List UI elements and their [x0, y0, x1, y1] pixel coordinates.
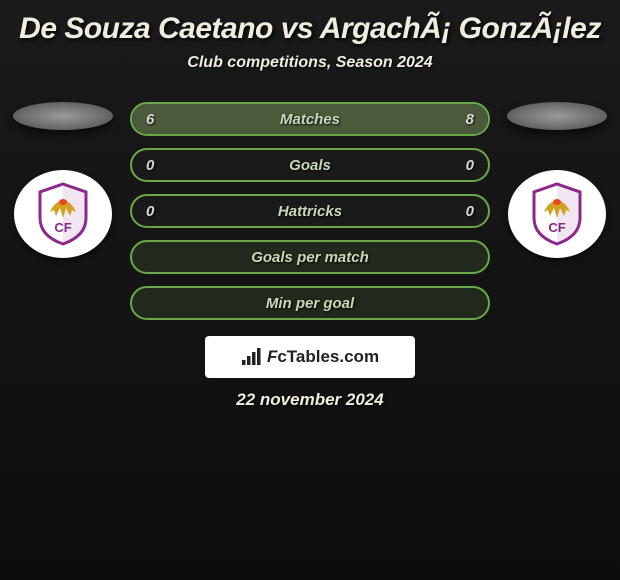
stat-label: Goals [132, 157, 488, 174]
stat-label: Matches [132, 111, 488, 128]
svg-text:CF: CF [54, 220, 71, 235]
shield-icon: CF [530, 182, 584, 246]
stat-bar-min-per-goal: Min per goal [130, 286, 490, 320]
branding-box[interactable]: FcTables.com [205, 336, 415, 378]
stat-bar-hattricks: 0 Hattricks 0 [130, 194, 490, 228]
page-container: De Souza Caetano vs ArgachÃ¡ GonzÃ¡lez C… [0, 0, 620, 410]
club-logo-left: CF [14, 170, 112, 258]
left-column: CF [8, 102, 118, 258]
right-column: CF [502, 102, 612, 258]
stat-value-right: 8 [466, 111, 474, 128]
main-layout: CF 6 Matches 8 0 Goals 0 0 Hattricks 0 [0, 102, 620, 410]
branding-text: FcTables.com [267, 347, 379, 367]
player-ellipse-right [507, 102, 607, 130]
stat-value-right: 0 [466, 157, 474, 174]
stat-label: Hattricks [132, 203, 488, 220]
stat-value-right: 0 [466, 203, 474, 220]
stats-column: 6 Matches 8 0 Goals 0 0 Hattricks 0 Goal… [118, 102, 502, 410]
stat-bar-goals: 0 Goals 0 [130, 148, 490, 182]
stat-bar-matches: 6 Matches 8 [130, 102, 490, 136]
stat-label: Goals per match [132, 249, 488, 266]
club-logo-right: CF [508, 170, 606, 258]
chart-icon [241, 348, 263, 366]
stat-bar-goals-per-match: Goals per match [130, 240, 490, 274]
svg-text:CF: CF [548, 220, 565, 235]
branding-content: FcTables.com [241, 347, 379, 367]
player-ellipse-left [13, 102, 113, 130]
footer-date: 22 november 2024 [130, 390, 490, 410]
stat-label: Min per goal [132, 295, 488, 312]
page-subtitle: Club competitions, Season 2024 [0, 54, 620, 72]
page-title: De Souza Caetano vs ArgachÃ¡ GonzÃ¡lez [0, 0, 620, 54]
shield-icon: CF [36, 182, 90, 246]
